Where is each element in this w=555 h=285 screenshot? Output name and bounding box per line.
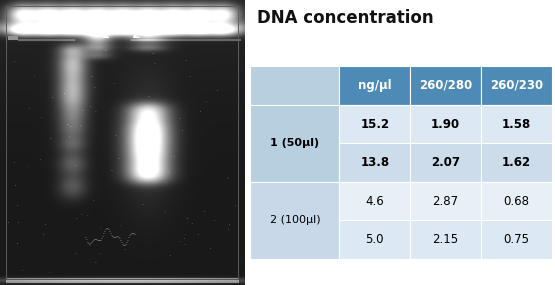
Text: DNA concentration: DNA concentration (256, 9, 433, 27)
Text: 1 (50µl): 1 (50µl) (270, 139, 320, 148)
Text: 1.58: 1.58 (502, 118, 531, 131)
Bar (410, 105, 481, 143)
Bar (481, 220, 552, 259)
Bar (339, 66, 410, 105)
Text: 2.15: 2.15 (432, 233, 458, 246)
Bar (410, 220, 481, 259)
Bar (481, 182, 552, 220)
Text: 260/280: 260/280 (419, 79, 472, 92)
Bar (481, 66, 552, 105)
Text: 15.2: 15.2 (360, 118, 390, 131)
Text: 2 (100µl): 2 (100µl) (270, 215, 320, 225)
Bar (481, 105, 552, 143)
Text: ng/µl: ng/µl (358, 79, 392, 92)
Text: 1: 1 (100, 28, 109, 41)
Bar (410, 182, 481, 220)
Text: 4.6: 4.6 (365, 195, 384, 208)
Text: 0.68: 0.68 (503, 195, 529, 208)
Text: 1.90: 1.90 (431, 118, 460, 131)
Bar (250, 182, 339, 259)
Text: 1.62: 1.62 (502, 156, 531, 169)
Text: 0.75: 0.75 (503, 233, 529, 246)
Bar (250, 66, 339, 105)
Bar (339, 182, 410, 220)
Text: 260/230: 260/230 (490, 79, 543, 92)
Text: 13.8: 13.8 (360, 156, 390, 169)
Text: 2: 2 (133, 28, 141, 41)
Bar (339, 220, 410, 259)
Bar (339, 143, 410, 182)
Text: 2.07: 2.07 (431, 156, 460, 169)
Bar (339, 105, 410, 143)
Bar (410, 66, 481, 105)
Bar (481, 143, 552, 182)
Bar (250, 105, 339, 182)
Bar (410, 143, 481, 182)
Text: 5.0: 5.0 (366, 233, 384, 246)
Text: 2.87: 2.87 (432, 195, 458, 208)
